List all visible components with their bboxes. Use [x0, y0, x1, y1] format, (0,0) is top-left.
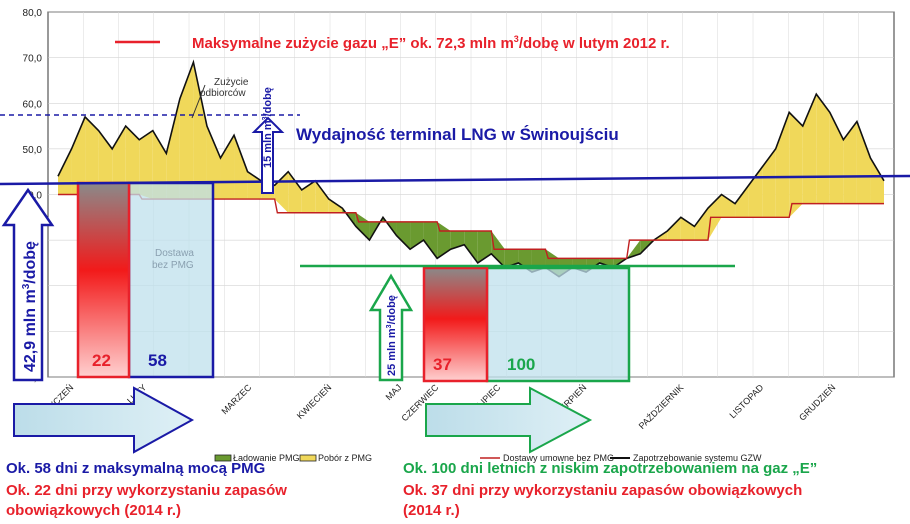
withdraw-area-segment: [193, 62, 207, 200]
charge-area-segment: [396, 221, 411, 250]
withdraw-area-segment: [856, 121, 871, 204]
charge-area-segment: [423, 221, 438, 259]
withdraw-area-segment: [315, 180, 329, 213]
legend-swatch-charge: [214, 454, 232, 462]
charge-area-segment: [450, 231, 465, 250]
charge-area-segment: [355, 212, 370, 241]
legend-contract-label: Dostawy umowne bez PMG: [503, 453, 614, 463]
summer-low-days: 100: [507, 355, 535, 374]
summer-25-arrow: [368, 273, 414, 382]
lng-capacity-line: [0, 174, 910, 186]
withdraw-area-segment: [843, 121, 857, 204]
summer-low-box: [485, 266, 631, 383]
withdraw-area-segment: [71, 116, 86, 195]
legend-demand-label: Zapotrzebowanie systemu GZW: [633, 453, 762, 463]
withdraw-area-segment: [694, 208, 708, 241]
month-label: GRUDZIEŃ: [797, 382, 837, 422]
consumption-label-1: Zużycie: [214, 77, 249, 88]
charge-area-segment: [464, 231, 478, 263]
charge-area-segment: [477, 231, 492, 263]
withdraw-area-segment: [721, 194, 736, 218]
legend-charge-label: Ładowanie PMG: [233, 453, 300, 463]
y-tick-label: 70,0: [23, 54, 43, 65]
charge-area-segment: [504, 249, 519, 268]
contract-line: [58, 193, 884, 260]
withdraw-area-segment: [206, 126, 221, 200]
withdraw-area-segment: [98, 130, 113, 195]
legend-withdraw-label: Pobór z PMG: [318, 453, 372, 463]
max-consumption-label: Maksymalne zużycie gazu „E” ok. 72,3 mln…: [192, 34, 670, 52]
charge-area-segment: [626, 240, 641, 259]
caption-reserve-days-1: Ok. 22 dni przy wykorzystaniu zapasów: [6, 482, 287, 499]
month-label: KWIECIEŃ: [295, 382, 334, 421]
lng-terminal-label: Wydajność terminal LNG w Świnoujściu: [296, 125, 619, 144]
withdraw-area-segment: [762, 148, 776, 218]
reserve-summer-box: [422, 266, 489, 383]
consumption-pointer: [191, 84, 206, 119]
legend-swatch-withdraw: [299, 454, 317, 462]
withdraw-area-segment: [829, 112, 844, 204]
caption-pmg-days: Ok. 58 dni z maksymalną mocą PMG: [6, 460, 266, 477]
summer-reserve-days: 37: [433, 355, 452, 374]
caption-summer-days: Ok. 100 dni letnich z niskim zapotrzebow…: [403, 460, 818, 477]
y-tick-label: 80,0: [23, 8, 43, 19]
withdraw-area-segment: [775, 112, 790, 218]
lng-capacity-arrow: [1, 187, 55, 382]
lng-capacity-value-label: 42,9 mln m3/dobę: [21, 241, 39, 372]
winter-reserve-days: 22: [92, 351, 111, 370]
withdraw-area-segment: [735, 185, 749, 218]
withdraw-area-segment: [680, 217, 695, 241]
pmg-max-box: [127, 181, 215, 379]
lng-15-label: 15 mln m3/dobę: [262, 87, 274, 168]
y-tick-label: 50,0: [23, 145, 43, 156]
caption-summer-reserve-2: (2014 r.): [403, 502, 460, 519]
withdraw-area-segment: [748, 167, 763, 218]
reserve-winter-box: [76, 181, 131, 379]
y-tick-label: 60,0: [23, 99, 43, 110]
withdraw-area-segment: [789, 112, 803, 218]
delivery-label-1: Dostawa: [155, 248, 194, 259]
month-label: LISTOPAD: [727, 382, 765, 420]
withdraw-area-segment: [179, 62, 194, 200]
withdraw-area-segment: [85, 116, 99, 195]
withdraw-area-segment: [870, 158, 884, 204]
caption-summer-reserve-1: Ok. 37 dni przy wykorzystaniu zapasów ob…: [403, 482, 803, 499]
winter-pmg-days: 58: [148, 351, 167, 370]
withdraw-area-segment: [301, 180, 316, 213]
withdraw-area-segment: [166, 98, 180, 200]
winter-period-arrow: [13, 386, 195, 454]
delivery-label-2: bez PMG: [152, 260, 194, 271]
month-label: PAŹDZIERNIK: [637, 382, 686, 431]
demand-line: [57, 59, 885, 278]
month-label: MARZEC: [219, 382, 253, 416]
withdraw-area-segment: [125, 126, 140, 195]
summer-period-arrow: [425, 386, 593, 454]
lng-15-arrow: [251, 116, 285, 194]
withdraw-area-segment: [328, 199, 343, 213]
withdraw-area-segment: [667, 217, 681, 241]
month-label: MAJ: [384, 382, 404, 402]
consumption-label-2: odbiorców: [200, 88, 246, 99]
caption-reserve-days-2: obowiązkowych (2014 r.): [6, 502, 182, 519]
summer-25-label: 25 mln m3/dobę: [386, 295, 398, 376]
